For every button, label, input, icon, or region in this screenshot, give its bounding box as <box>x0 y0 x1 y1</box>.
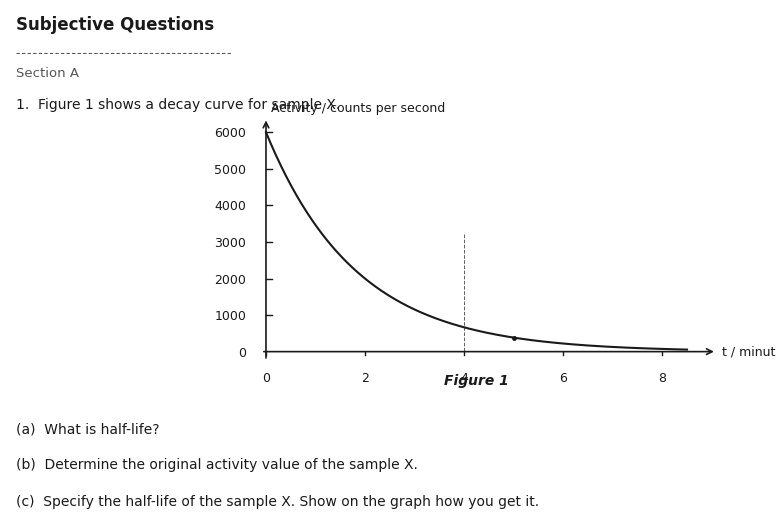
Text: Section A: Section A <box>16 67 78 80</box>
Text: Figure 1: Figure 1 <box>444 375 509 388</box>
Text: Subjective Questions: Subjective Questions <box>16 16 213 34</box>
Text: Activity / counts per second: Activity / counts per second <box>271 103 445 116</box>
Text: 1.  Figure 1 shows a decay curve for sample X.: 1. Figure 1 shows a decay curve for samp… <box>16 98 340 112</box>
Text: t / minute: t / minute <box>722 345 776 358</box>
Text: (b)  Determine the original activity value of the sample X.: (b) Determine the original activity valu… <box>16 458 417 472</box>
Text: (a)  What is half-life?: (a) What is half-life? <box>16 422 159 436</box>
Text: (c)  Specify the half-life of the sample X. Show on the graph how you get it.: (c) Specify the half-life of the sample … <box>16 495 539 509</box>
